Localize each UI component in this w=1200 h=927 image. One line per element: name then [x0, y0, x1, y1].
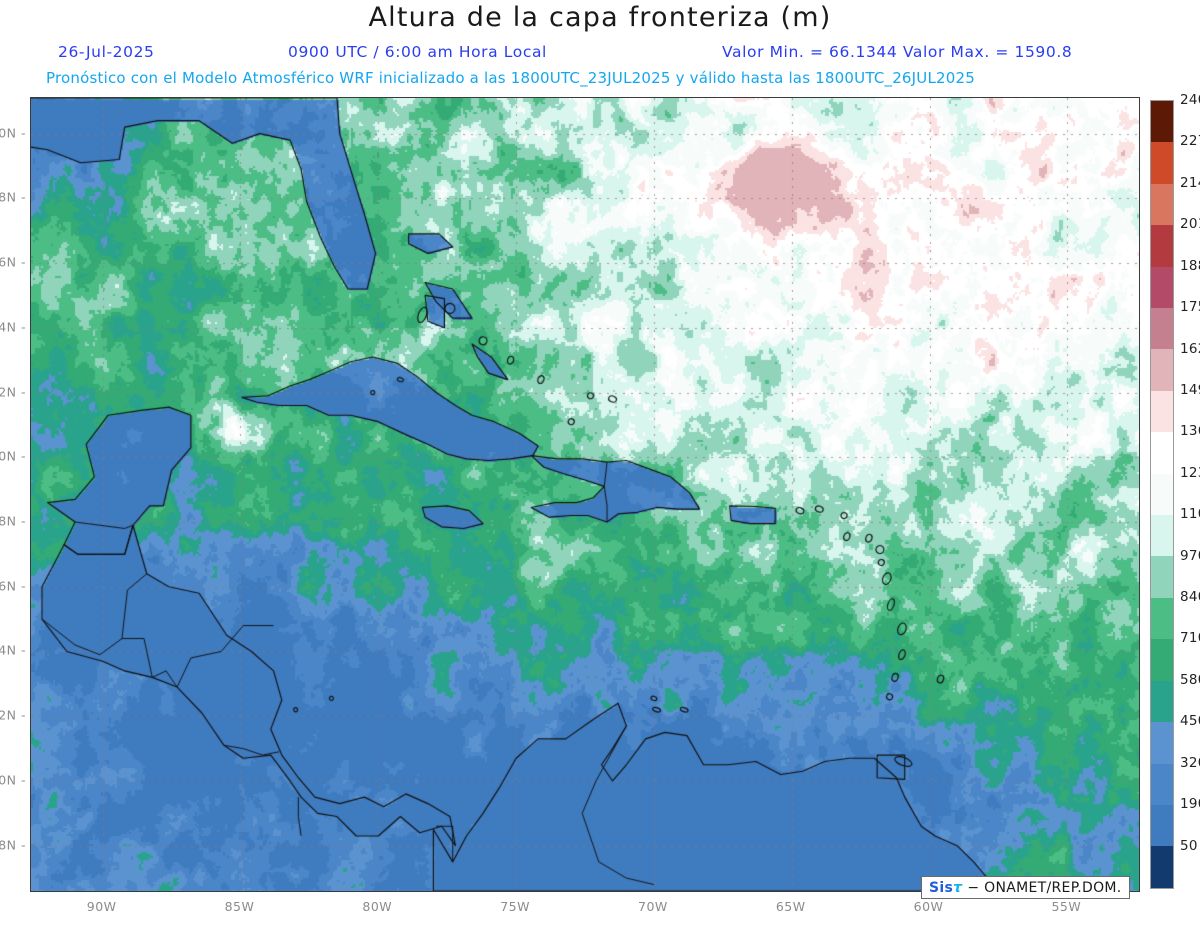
model-description: Pronóstico con el Modelo Atmosférico WRF… — [46, 69, 976, 87]
colorbar-tick-label: 1230 — [1180, 464, 1200, 481]
organization-label: − ONAMET/REP.DOM. — [967, 879, 1122, 896]
colorbar-band — [1151, 266, 1173, 309]
latitude-tick-label: 22N - — [0, 384, 26, 400]
latitude-tick-label: 10N - — [0, 772, 26, 788]
brand-tau-icon: τ — [953, 879, 963, 896]
longitude-tick-label: 60W — [913, 899, 944, 914]
colorbar-tick-label: 1360 — [1180, 423, 1200, 440]
colorbar-band — [1151, 142, 1173, 184]
latitude-tick-label: 12N - — [0, 707, 26, 723]
map-plot-area — [30, 97, 1140, 892]
colorbar-band — [1151, 473, 1173, 516]
colorbar-band — [1151, 846, 1173, 888]
forecast-date: 26-Jul-2025 — [58, 43, 155, 61]
longitude-tick-label: 65W — [775, 899, 806, 914]
colorbar-tick-label: 2270 — [1180, 133, 1200, 150]
colorbar-tick-label: 1100 — [1180, 506, 1200, 523]
colorbar-band — [1151, 804, 1173, 847]
colorbar-tick-label: 320 — [1180, 754, 1200, 771]
colorbar-tick-label: 840 — [1180, 589, 1200, 606]
colorbar-tick-label: 2400 — [1180, 92, 1200, 108]
brand-sis-label: Sis — [929, 879, 954, 896]
colorbar-band — [1151, 308, 1173, 350]
colorbar-band — [1151, 556, 1173, 598]
colorbar-band — [1151, 722, 1173, 764]
colorbar-tick-label: 1620 — [1180, 340, 1200, 357]
colorbar-band — [1151, 597, 1173, 640]
colorbar-tick-label: 50 — [1180, 837, 1198, 854]
colorbar-band — [1151, 349, 1173, 391]
colorbar-tick-label: 2140 — [1180, 174, 1200, 191]
latitude-tick-label: 18N - — [0, 513, 26, 529]
colorbar-tick-label: 1750 — [1180, 299, 1200, 316]
colorbar-band — [1151, 390, 1173, 433]
latitude-tick-label: 28N - — [0, 189, 26, 205]
colorbar-tick-label: 190 — [1180, 796, 1200, 813]
longitude-tick-label: 90W — [86, 899, 117, 914]
colorbar-band — [1151, 763, 1173, 805]
longitude-tick-label: 55W — [1051, 899, 1082, 914]
colorbar-band — [1151, 680, 1173, 723]
longitude-tick-label: 70W — [638, 899, 668, 914]
latitude-tick-label: 20N - — [0, 448, 26, 464]
latitude-tick-label: 14N - — [0, 642, 26, 658]
page-title: Altura de la capa fronteriza (m) — [368, 2, 832, 33]
colorbar-band — [1151, 639, 1173, 681]
latitude-axis: 30N - 28N - 26N - 24N - 22N - 20N - 18N - 16N -… — [0, 97, 30, 890]
colorbar-tick-label: 2010 — [1180, 216, 1200, 233]
latitude-tick-label: 24N - — [0, 319, 26, 335]
colorbar-tick-label: 450 — [1180, 713, 1200, 730]
colorbar — [1150, 100, 1174, 889]
latitude-tick-label: 30N - — [0, 125, 26, 141]
longitude-tick-label: 80W — [362, 899, 393, 914]
longitude-tick-label: 75W — [500, 899, 530, 914]
colorbar-tick-label: 1880 — [1180, 257, 1200, 274]
colorbar-tick-label: 970 — [1180, 547, 1200, 564]
colorbar-tick-label: 710 — [1180, 630, 1200, 647]
longitude-tick-label: 85W — [224, 899, 255, 914]
latitude-tick-label: 16N - — [0, 578, 26, 594]
colorbar-band — [1151, 515, 1173, 557]
colorbar-band — [1151, 225, 1173, 267]
colorbar-tick-label: 1490 — [1180, 381, 1200, 398]
colorbar-band — [1151, 432, 1173, 474]
longitude-axis: 90W 85W 80W 75W 70W 65W 60W 55W — [30, 891, 1138, 921]
attribution-badge: Sis τ − ONAMET/REP.DOM. — [921, 876, 1130, 899]
colorbar-tick-label: 580 — [1180, 671, 1200, 688]
value-minmax: Valor Min. = 66.1344 Valor Max. = 1590.8 — [722, 43, 1073, 61]
latitude-tick-label: 8N - — [0, 837, 26, 853]
forecast-time: 0900 UTC / 6:00 am Hora Local — [288, 43, 547, 61]
colorbar-band — [1151, 183, 1173, 226]
latitude-tick-label: 26N - — [0, 254, 26, 270]
coastlines-and-graticule — [31, 98, 1139, 891]
colorbar-band — [1151, 101, 1173, 143]
